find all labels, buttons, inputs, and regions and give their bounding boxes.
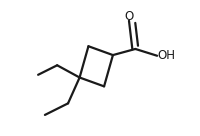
Text: O: O	[124, 10, 133, 24]
Text: OH: OH	[158, 49, 176, 62]
